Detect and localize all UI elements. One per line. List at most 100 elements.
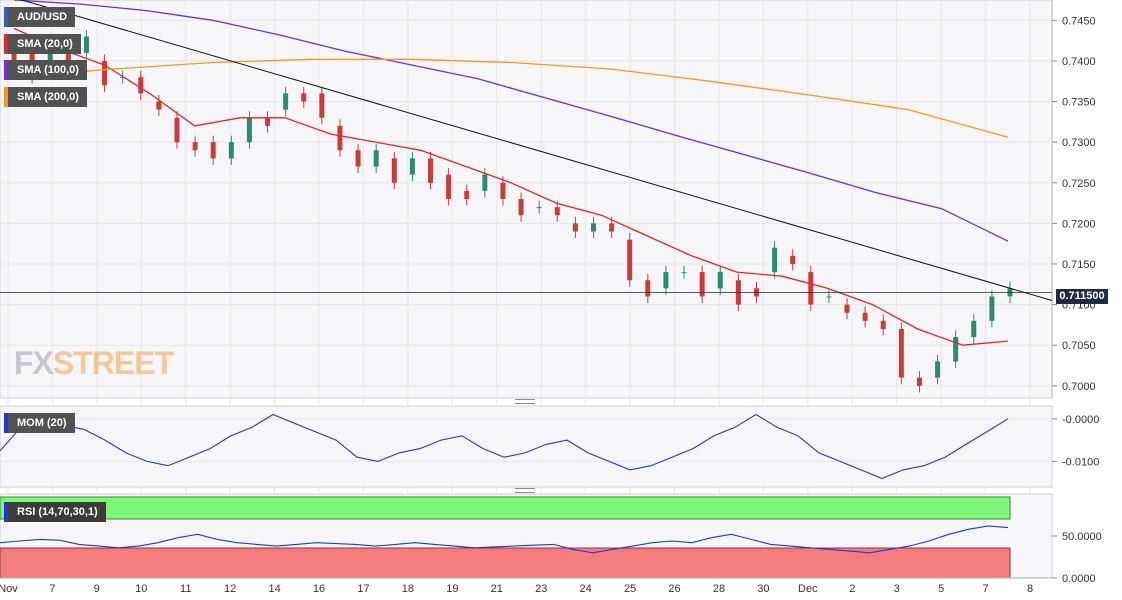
sma200-label[interactable]: SMA (200,0) <box>4 87 87 107</box>
candle-body <box>681 272 687 274</box>
sma100-swatch <box>4 60 8 80</box>
candle-body <box>174 117 180 143</box>
logo-fx: FX <box>14 345 54 381</box>
candle-body <box>192 142 198 151</box>
x-tick-label: 25 <box>624 583 636 595</box>
y-tick-label: 0.7150 <box>1062 259 1096 271</box>
sma100-line <box>13 0 1009 242</box>
x-tick-label: 7 <box>983 583 989 595</box>
y-tick-label: 0.7000 <box>1062 381 1096 393</box>
candle-body <box>120 77 126 79</box>
x-tick-label: 8 <box>1027 583 1033 595</box>
mom-label[interactable]: MOM (20) <box>4 413 75 433</box>
y-tick-label: 0.7300 <box>1062 137 1096 149</box>
mom-line <box>0 413 1009 480</box>
rsi-swatch <box>4 502 8 522</box>
candle-body <box>156 101 162 110</box>
sma20-text: SMA (20,0) <box>17 38 73 50</box>
rsi-text: RSI (14,70,30,1) <box>17 506 98 518</box>
candle-body <box>935 361 941 378</box>
mom-tick-label: -0.0000 <box>1062 414 1099 426</box>
mom-swatch <box>4 413 8 433</box>
y-tick-label: 0.7250 <box>1062 178 1096 190</box>
sma100-text: SMA (100,0) <box>17 64 79 76</box>
rsi-tick-label: 50.0000 <box>1062 531 1102 543</box>
candle-body <box>971 320 977 338</box>
candle-body <box>464 190 470 199</box>
symbol-label[interactable]: AUD/USD <box>4 7 76 27</box>
logo-street: STREET <box>52 345 174 381</box>
candle-body <box>989 296 995 321</box>
candle-body <box>663 272 669 289</box>
sma200-line <box>13 58 1009 138</box>
x-tick-label: 21 <box>491 583 503 595</box>
candle-body <box>645 280 651 297</box>
candle-body <box>844 304 850 313</box>
rsi-overbought-band <box>0 496 1011 520</box>
candle-body <box>627 239 633 281</box>
candle-body <box>83 36 89 53</box>
candle-body <box>554 207 560 216</box>
candle-body <box>446 174 452 199</box>
sma200-swatch <box>4 87 8 107</box>
candle-body <box>862 312 868 321</box>
y-tick-label: 0.7200 <box>1062 218 1096 230</box>
candle-body <box>409 158 415 175</box>
x-tick-label: 12 <box>224 583 236 595</box>
candle-body <box>265 117 271 126</box>
pane-resize-handle-1[interactable] <box>515 399 535 404</box>
y-tick-label: 0.7400 <box>1062 56 1096 68</box>
rsi-oversold-band <box>0 547 1011 579</box>
x-tick-label: 3 <box>894 583 900 595</box>
rsi-line <box>0 525 1009 554</box>
mom-text: MOM (20) <box>17 417 67 429</box>
fxstreet-logo: FXSTREET <box>14 345 174 382</box>
x-tick-label: 7 <box>49 583 55 595</box>
candle-body <box>428 158 434 183</box>
candle-body <box>953 337 959 362</box>
sma20-line <box>13 27 1009 346</box>
candle-body <box>482 174 488 191</box>
sma20-swatch <box>4 34 8 54</box>
trend-line <box>20 0 1053 302</box>
sma20-label[interactable]: SMA (20,0) <box>4 34 81 54</box>
candle-body <box>138 77 144 94</box>
x-tick-label: 11 <box>180 583 191 595</box>
candle-body <box>283 93 289 110</box>
x-tick-label: 18 <box>402 583 414 595</box>
x-tick-label: Nov <box>0 583 18 595</box>
sma100-label[interactable]: SMA (100,0) <box>4 60 87 80</box>
candle-body <box>826 296 832 298</box>
symbol-text: AUD/USD <box>17 11 68 23</box>
candle-body <box>373 150 379 167</box>
candle-body <box>47 52 53 61</box>
y-tick-label: 0.7050 <box>1062 340 1096 352</box>
x-tick-label: 28 <box>713 583 725 595</box>
x-tick-label: 24 <box>580 583 592 595</box>
candle-body <box>500 182 506 199</box>
x-tick-label: 30 <box>757 583 769 595</box>
candle-body <box>609 223 615 232</box>
candle-body <box>391 158 397 183</box>
candle-body <box>699 272 705 297</box>
candle-body <box>536 207 542 209</box>
x-tick-label: 17 <box>357 583 369 595</box>
x-tick-label: 19 <box>446 583 458 595</box>
mom-pane-bg <box>0 405 1053 488</box>
x-tick-label: 23 <box>535 583 547 595</box>
x-tick-label: 16 <box>313 583 325 595</box>
pane-resize-handle-2[interactable] <box>515 488 535 493</box>
candle-body <box>572 223 578 232</box>
x-tick-label: Dec <box>798 583 818 595</box>
y-tick-label: 0.7450 <box>1062 15 1096 27</box>
candle-body <box>808 272 814 305</box>
x-tick-label: 10 <box>135 583 147 595</box>
candle-body <box>518 199 524 216</box>
candle-body <box>301 93 307 102</box>
y-tick-label: 0.7350 <box>1062 97 1096 109</box>
main-pane-bg <box>0 0 1053 399</box>
rsi-label[interactable]: RSI (14,70,30,1) <box>4 502 106 522</box>
x-tick-label: 14 <box>268 583 280 595</box>
candle-body <box>246 117 252 143</box>
